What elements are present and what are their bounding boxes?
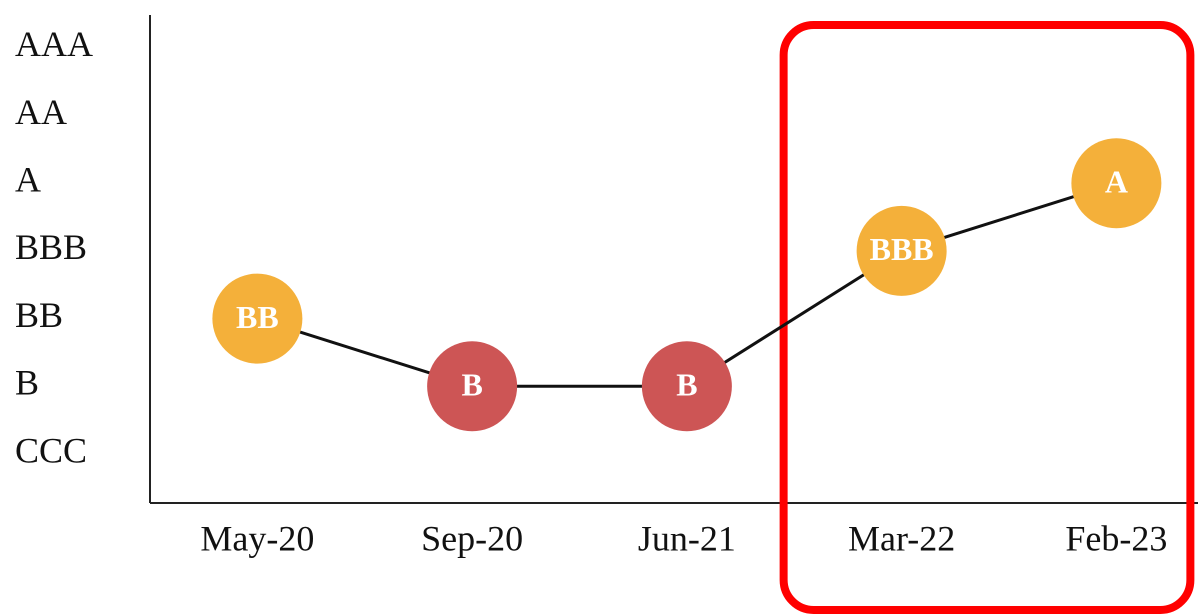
point [1071,138,1162,229]
point [641,341,732,432]
point [427,341,518,432]
x-tick-label: Mar-22 [848,518,955,558]
y-tick-label: BBB [15,227,87,267]
point [212,273,303,364]
highlight-box [779,21,1195,614]
point-label: BB [236,299,279,335]
x-tick-label: Feb-23 [1065,518,1167,558]
point-label: A [1105,164,1128,200]
x-tick-label: Sep-20 [421,518,523,558]
x-tick-label: Jun-21 [638,518,736,558]
y-tick-label: CCC [15,430,87,470]
point-label: BBB [870,231,934,267]
x-tick-label: May-20 [200,518,314,558]
y-tick-label: AA [15,92,67,132]
point [856,205,947,296]
point-label: B [461,367,482,403]
point-label: B [676,367,697,403]
y-tick-label: A [15,159,41,199]
y-tick-label: AAA [15,24,93,64]
y-tick-label: BB [15,295,63,335]
y-tick-label: B [15,363,39,403]
